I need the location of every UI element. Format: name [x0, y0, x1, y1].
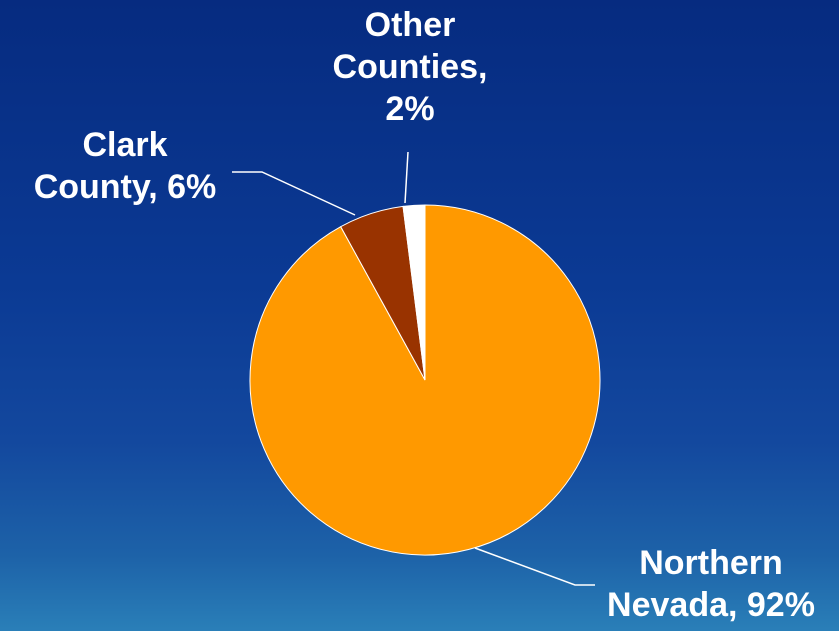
slice-label-other-line1: Other [364, 6, 456, 44]
pie-slice-other-counties [402, 204, 426, 381]
slice-label-other-line2: Counties, [332, 48, 488, 86]
slice-label-northern-line1: Northern [639, 544, 783, 582]
leader-line-other [404, 151, 409, 204]
slice-label-northern-line2: Nevada, 92% [607, 586, 815, 624]
slice-label-clark-line1: Clark [82, 126, 168, 164]
slice-label-clark-line2: County, 6% [33, 168, 217, 206]
slice-label-northern-nevada: Northern Nevada, 92% [582, 542, 839, 626]
pie-slices [249, 204, 601, 556]
leader-lines [232, 151, 595, 586]
slice-label-clark-county: Clark County, 6% [12, 124, 238, 208]
slice-label-other-line3: 2% [385, 90, 435, 128]
leader-line-clark [232, 171, 356, 216]
slice-label-other-counties: Other Counties, 2% [305, 4, 515, 130]
leader-line-northern [474, 547, 595, 586]
